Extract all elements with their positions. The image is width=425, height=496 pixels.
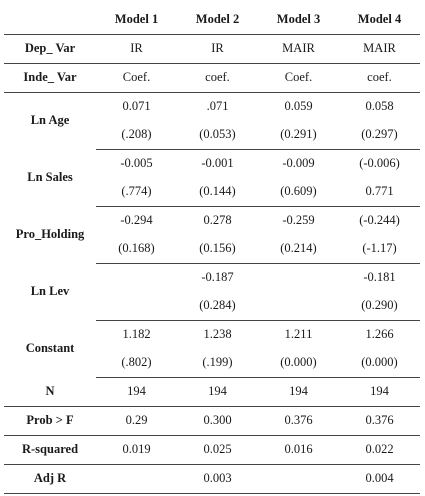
se-cell: (-1.17) bbox=[339, 235, 420, 264]
coef-cell bbox=[96, 263, 177, 292]
coef-cell: 1.211 bbox=[284, 327, 313, 342]
stat-cell bbox=[96, 464, 177, 493]
se-cell: (0.000) bbox=[339, 349, 420, 378]
variable-label: Constant bbox=[25, 341, 75, 355]
model-4-header: Model 4 bbox=[339, 6, 420, 35]
variable-row-coef: Ln Sales -0.005 -0.001 -0.009 (-0.006) bbox=[4, 149, 420, 184]
se-cell: (0.214) bbox=[258, 235, 339, 264]
coef-cell: (-0.244) bbox=[359, 213, 400, 228]
se-cell: (0.284) bbox=[177, 292, 258, 321]
stat-cell: 194 bbox=[96, 377, 177, 407]
coef-cell: .071 bbox=[206, 99, 229, 114]
coef-cell bbox=[258, 263, 339, 292]
stat-cell: 0.004 bbox=[365, 471, 394, 485]
stat-cell: 0.300 bbox=[177, 406, 258, 436]
stat-cell: 0.29 bbox=[96, 406, 177, 436]
variable-label: Ln Age bbox=[30, 113, 70, 128]
stat-cell bbox=[258, 464, 339, 493]
variable-row-coef: Constant 1.182 1.238 1.211 1.266 bbox=[4, 320, 420, 355]
stat-row-r-squared: R-squared 0.019 0.025 0.016 0.022 bbox=[4, 435, 420, 465]
stat-label: N bbox=[4, 377, 96, 407]
se-cell: (0.291) bbox=[258, 121, 339, 150]
stat-cell: 0.025 bbox=[177, 435, 258, 465]
se-cell: (0.290) bbox=[339, 292, 420, 321]
se-cell: (.208) bbox=[96, 121, 177, 150]
stat-label: R-squared bbox=[4, 435, 96, 465]
dep-var-label: Dep_ Var bbox=[4, 34, 96, 64]
se-cell: (.199) bbox=[177, 349, 258, 378]
dep-var-cell: IR bbox=[177, 34, 258, 64]
dep-var-row: Dep_ Var IR IR MAIR MAIR bbox=[4, 34, 420, 64]
se-cell: (0.053) bbox=[177, 121, 258, 150]
coef-cell: 1.182 bbox=[122, 327, 151, 342]
coef-cell: -0.005 bbox=[120, 156, 153, 171]
stat-cell: 0.003 bbox=[203, 471, 232, 485]
variable-label: Pro_Holding bbox=[15, 227, 85, 241]
stat-row-prob-f: Prob > F 0.29 0.300 0.376 0.376 bbox=[4, 406, 420, 436]
se-cell: (0.297) bbox=[339, 121, 420, 150]
variable-row-coef: Pro_Holding -0.294 0.278 -0.259 (-0.244) bbox=[4, 206, 420, 241]
se-cell: (0.168) bbox=[96, 235, 177, 264]
se-cell bbox=[96, 292, 177, 321]
coef-cell: -0.001 bbox=[201, 156, 234, 171]
se-cell: (0.156) bbox=[177, 235, 258, 264]
coef-cell: -0.009 bbox=[282, 156, 315, 171]
variable-row-coef: Ln Age 0.071 .071 0.059 0.058 bbox=[4, 92, 420, 127]
se-cell: (0.609) bbox=[258, 178, 339, 207]
variable-row-se: (.208) (0.053) (0.291) (0.297) bbox=[4, 121, 420, 150]
stat-cell: 194 bbox=[339, 377, 420, 407]
variable-row-se: (0.284) (0.290) bbox=[4, 292, 420, 321]
stat-row-adj-r: Adj R 0.003 0.004 bbox=[4, 464, 420, 493]
variable-row-se: (.802) (.199) (0.000) (0.000) bbox=[4, 349, 420, 378]
inde-var-cell: coef. bbox=[339, 63, 420, 93]
se-cell: (0.000) bbox=[258, 349, 339, 378]
coef-cell: 0.071 bbox=[122, 99, 151, 114]
corner-cell bbox=[4, 6, 96, 35]
coef-cell: 0.059 bbox=[284, 99, 313, 114]
coef-cell: 0.278 bbox=[203, 213, 232, 228]
coef-cell: -0.187 bbox=[201, 270, 234, 285]
variable-label: Ln Sales bbox=[27, 170, 73, 184]
dep-var-cell: MAIR bbox=[339, 34, 420, 64]
variable-row-se: (0.168) (0.156) (0.214) (-1.17) bbox=[4, 235, 420, 264]
dep-var-cell: MAIR bbox=[258, 34, 339, 64]
coef-cell: (-0.006) bbox=[359, 156, 400, 171]
stat-cell: 194 bbox=[177, 377, 258, 407]
stat-cell: 0.016 bbox=[258, 435, 339, 465]
coef-cell: -0.259 bbox=[282, 213, 315, 228]
inde-var-cell: Coef. bbox=[96, 63, 177, 93]
coef-cell: 1.238 bbox=[203, 327, 232, 342]
se-cell: (.802) bbox=[96, 349, 177, 378]
inde-var-label: Inde_ Var bbox=[4, 63, 96, 93]
coef-cell: -0.294 bbox=[120, 213, 153, 228]
inde-var-row: Inde_ Var Coef. coef. Coef. coef. bbox=[4, 63, 420, 93]
model-1-header: Model 1 bbox=[96, 6, 177, 35]
stat-cell: 0.376 bbox=[339, 406, 420, 436]
se-cell: 0.771 bbox=[339, 178, 420, 207]
stat-label: Adj R bbox=[33, 471, 67, 485]
stat-cell: 0.376 bbox=[258, 406, 339, 436]
dep-var-cell: IR bbox=[96, 34, 177, 64]
stat-cell: 194 bbox=[258, 377, 339, 407]
se-cell bbox=[258, 292, 339, 321]
coef-cell: -0.181 bbox=[363, 270, 396, 285]
model-2-header: Model 2 bbox=[177, 6, 258, 35]
model-header-row: Model 1 Model 2 Model 3 Model 4 bbox=[4, 6, 420, 35]
se-cell: (.774) bbox=[96, 178, 177, 207]
stat-cell: 0.019 bbox=[96, 435, 177, 465]
model-3-header: Model 3 bbox=[258, 6, 339, 35]
coef-cell: 0.058 bbox=[365, 99, 394, 114]
variable-row-se: (.774) (0.144) (0.609) 0.771 bbox=[4, 178, 420, 207]
stat-cell: 0.022 bbox=[339, 435, 420, 465]
stat-row-n: N 194 194 194 194 bbox=[4, 377, 420, 407]
stat-label: Prob > F bbox=[4, 406, 96, 436]
variable-row-coef: Ln Lev -0.187 -0.181 bbox=[4, 263, 420, 298]
coef-cell: 1.266 bbox=[365, 327, 394, 342]
regression-results-table: Model 1 Model 2 Model 3 Model 4 Dep_ Var… bbox=[4, 6, 420, 494]
variable-label: Ln Lev bbox=[30, 284, 70, 298]
inde-var-cell: coef. bbox=[177, 63, 258, 93]
se-cell: (0.144) bbox=[177, 178, 258, 207]
inde-var-cell: Coef. bbox=[258, 63, 339, 93]
